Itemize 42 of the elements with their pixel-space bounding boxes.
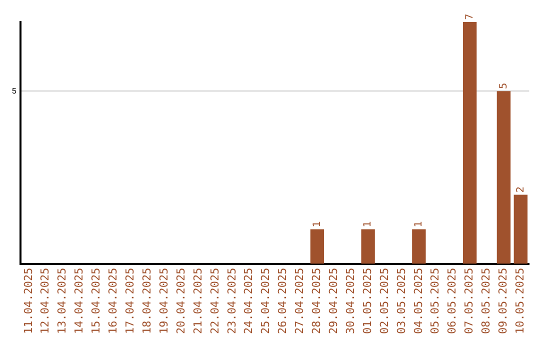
x-tick-label: 28.04.2025: [310, 268, 324, 334]
data-label: 5: [498, 82, 510, 90]
x-tick-label: 06.05.2025: [446, 268, 459, 334]
x-tick-label: 09.05.2025: [496, 268, 510, 334]
bar: [412, 229, 426, 264]
x-tick-label: 25.04.2025: [259, 268, 272, 334]
x-tick-label: 11.04.2025: [22, 268, 35, 334]
data-label: 1: [312, 220, 323, 228]
x-tick-label: 18.04.2025: [140, 268, 154, 334]
data-label: 1: [414, 220, 425, 228]
bar: [496, 91, 511, 264]
x-tick-label: 03.05.2025: [394, 268, 408, 334]
x-tick-label: 19.04.2025: [157, 268, 170, 334]
data-label: 2: [515, 186, 526, 193]
x-tick-label: 10.05.2025: [514, 268, 527, 334]
x-tick-label: 07.05.2025: [462, 268, 476, 334]
x-tick-label: 13.04.2025: [56, 268, 69, 334]
x-tick-label: 15.04.2025: [90, 268, 103, 334]
x-tick-label: 22.04.2025: [208, 268, 222, 334]
x-tick-label: 05.05.2025: [428, 268, 442, 334]
data-label: 1: [362, 220, 374, 228]
x-tick-label: 14.04.2025: [72, 268, 86, 334]
x-tick-label: 23.04.2025: [225, 268, 238, 334]
x-tick-label: 02.05.2025: [378, 268, 391, 334]
bar: [462, 22, 477, 264]
data-label: 7: [464, 14, 476, 20]
x-tick-label: 30.04.2025: [344, 268, 357, 334]
bar: [361, 229, 375, 264]
x-tick-label: 08.05.2025: [480, 268, 493, 334]
x-tick-label: 21.04.2025: [191, 268, 204, 334]
x-tick-label: 17.04.2025: [124, 268, 137, 334]
x-tick-label: 20.04.2025: [174, 268, 188, 334]
x-tick-label: 01.05.2025: [360, 268, 374, 334]
x-tick-label: 04.05.2025: [412, 268, 425, 334]
x-tick-label: 27.04.2025: [293, 268, 306, 334]
x-tick-label: 24.04.2025: [242, 268, 256, 334]
x-tick-label: 16.04.2025: [106, 268, 120, 334]
bar: [310, 229, 324, 264]
x-tick-label: 29.04.2025: [327, 268, 340, 334]
bar: [514, 194, 528, 264]
x-tick-label: 12.04.2025: [38, 268, 52, 334]
x-tick-label: 26.04.2025: [276, 268, 290, 334]
